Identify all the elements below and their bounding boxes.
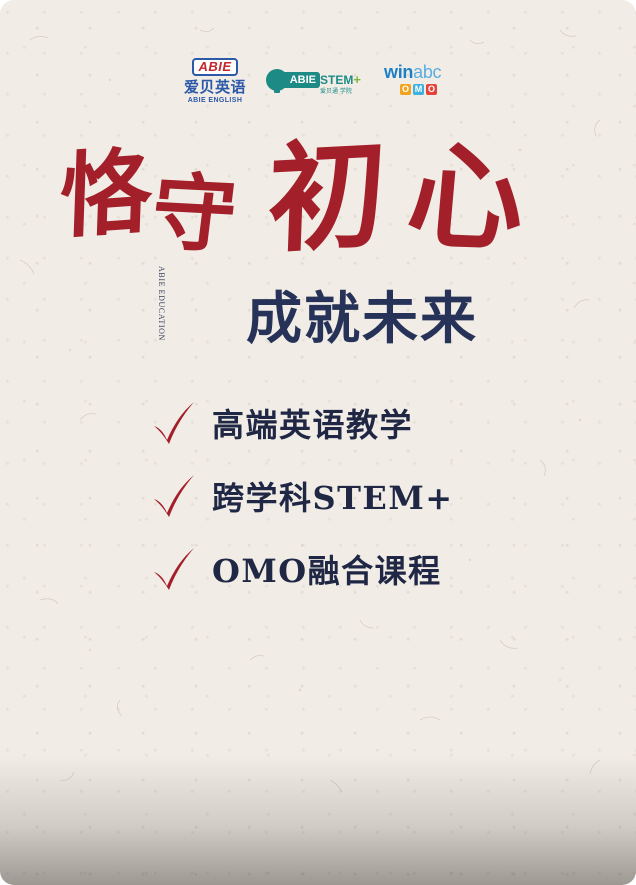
checkmark-icon xyxy=(154,402,194,444)
winabc-omo-logo: winabc O M O xyxy=(384,62,464,102)
winabc-win: win xyxy=(384,62,414,82)
omo-tiles: O M O xyxy=(384,84,464,95)
headline-brush-char: 心 xyxy=(402,128,530,268)
abie-logo-badge: ABIE xyxy=(192,58,238,76)
headline-subtitle: 成就未来 xyxy=(246,287,478,352)
omo-tile: M xyxy=(413,84,424,95)
stem-logo-plus: + xyxy=(353,72,361,87)
vertical-brand-text: ABIE EDUCATION xyxy=(157,266,166,341)
stem-logo-word-text: STEM xyxy=(320,73,354,87)
headline-brush-char: 初 xyxy=(265,123,389,270)
winabc-wordmark: winabc xyxy=(384,62,464,82)
abie-english-logo: ABIE 爱贝英语 ABIE ENGLISH xyxy=(175,56,255,112)
headline-brush-char: 守 xyxy=(146,162,243,265)
feature-item: 高端英语教学 xyxy=(150,400,530,450)
stem-logo-badge: ABIE xyxy=(278,72,320,88)
headline: 恪 守 初 心 ABIE EDUCATION 成就未来 xyxy=(56,123,576,370)
abie-logo-name-en: ABIE ENGLISH xyxy=(187,97,243,104)
checkmark-icon xyxy=(154,475,194,517)
bottom-shadow xyxy=(0,755,636,885)
stem-logo-word: STEM+ xyxy=(320,72,361,88)
omo-tile: O xyxy=(400,84,411,95)
headline-brush-char: 恪 xyxy=(58,136,154,252)
checkmark-icon xyxy=(154,548,194,590)
feature-label: OMO融合课程 xyxy=(212,552,442,590)
feature-label: 跨学科STEM+ xyxy=(212,479,454,517)
abie-stem-logo: ABIE STEM+ 爱贝通 学院 xyxy=(266,66,378,100)
omo-tile: O xyxy=(426,84,437,95)
feature-item: 跨学科STEM+ xyxy=(150,473,530,523)
abie-logo-name-cn: 爱贝英语 xyxy=(183,78,246,96)
stem-logo-subtitle: 爱贝通 学院 xyxy=(320,88,352,95)
feature-item: OMO融合课程 xyxy=(150,546,530,596)
feature-label: 高端英语教学 xyxy=(212,406,414,444)
winabc-abc: abc xyxy=(413,62,442,82)
